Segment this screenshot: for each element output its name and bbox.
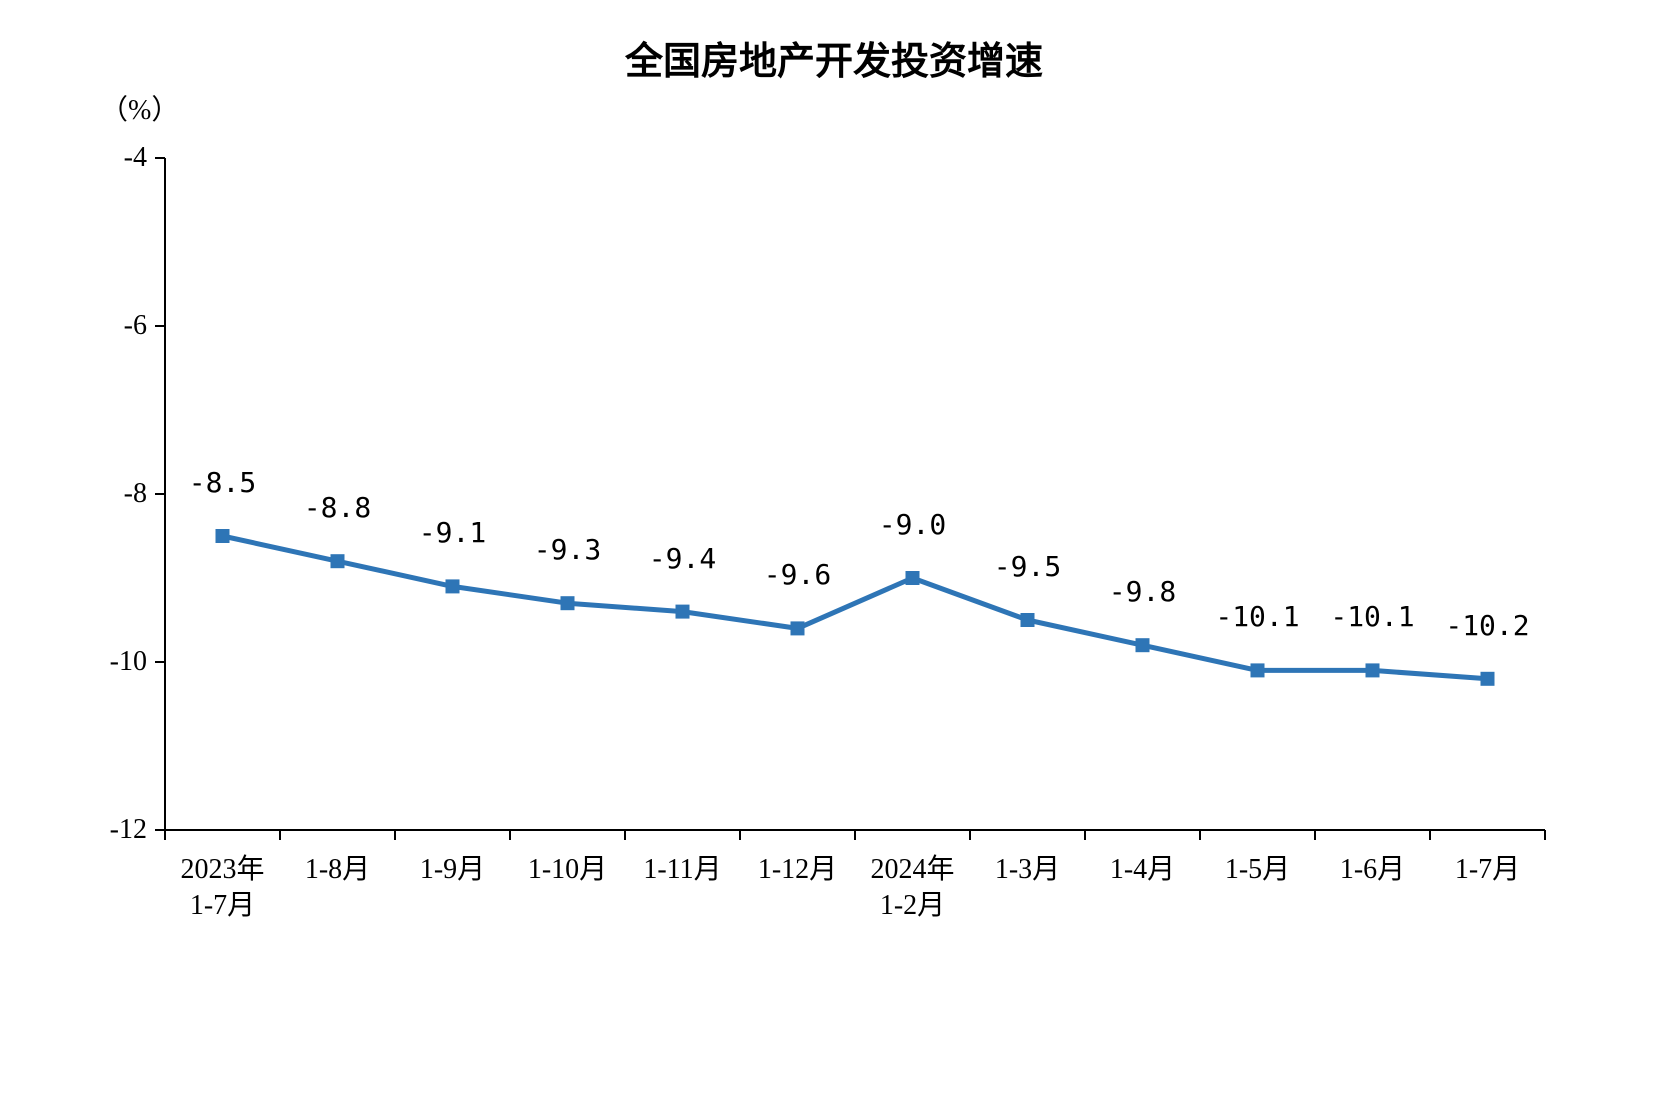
x-tick-label: 1-11月 (625, 852, 740, 888)
chart-svg (0, 0, 1668, 1097)
x-tick-label: 1-4月 (1085, 852, 1200, 888)
x-tick-label: 1-8月 (280, 852, 395, 888)
y-tick-label: -12 (110, 814, 147, 846)
x-tick-label: 1-6月 (1315, 852, 1430, 888)
x-tick-label: 2024年 1-2月 (855, 852, 970, 925)
chart-container: 全国房地产开发投资增速 （%） -4-6-8-10-122023年 1-7月1-… (0, 0, 1668, 1097)
y-tick-label: -4 (124, 142, 147, 174)
x-tick-label: 1-12月 (740, 852, 855, 888)
x-tick-label: 1-3月 (970, 852, 1085, 888)
y-tick-label: -8 (124, 478, 147, 510)
x-tick-label: 1-10月 (510, 852, 625, 888)
y-tick-label: -10 (110, 646, 147, 678)
data-point-label: -9.0 (843, 508, 983, 541)
y-tick-label: -6 (124, 310, 147, 342)
x-tick-label: 2023年 1-7月 (165, 852, 280, 925)
x-tick-label: 1-5月 (1200, 852, 1315, 888)
x-tick-label: 1-7月 (1430, 852, 1545, 888)
data-point-label: -9.6 (728, 558, 868, 591)
x-tick-label: 1-9月 (395, 852, 510, 888)
data-point-label: -10.2 (1418, 609, 1558, 642)
